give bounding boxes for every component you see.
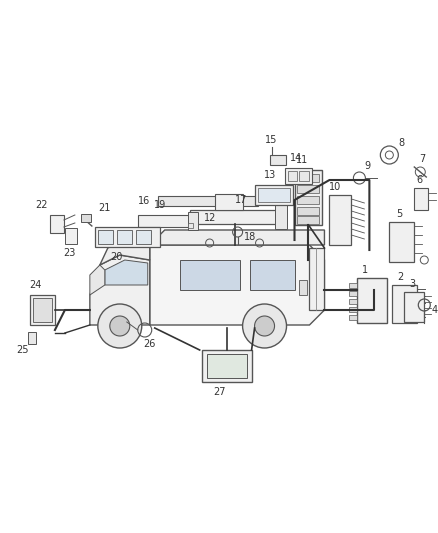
Bar [136, 230, 151, 244]
Bar [300, 280, 307, 295]
Text: 15: 15 [265, 135, 278, 145]
Text: 25: 25 [17, 345, 29, 355]
Bar [350, 283, 357, 288]
Bar [95, 227, 160, 247]
Bar [297, 174, 319, 182]
Bar [28, 332, 36, 344]
Bar [300, 171, 310, 181]
Text: 4: 4 [431, 305, 437, 315]
Text: 10: 10 [329, 182, 342, 192]
Bar [350, 291, 357, 296]
Text: 17: 17 [235, 195, 248, 205]
Bar [30, 295, 55, 325]
Polygon shape [150, 245, 325, 325]
Text: 20: 20 [111, 252, 123, 262]
Bar [254, 185, 293, 205]
Bar [350, 315, 357, 320]
Bar [414, 188, 428, 210]
Text: 23: 23 [64, 248, 76, 258]
Bar [404, 292, 424, 322]
Bar [297, 216, 319, 224]
Text: 9: 9 [364, 161, 371, 171]
Bar [285, 168, 312, 184]
Bar [297, 207, 319, 215]
Bar [392, 285, 417, 323]
Text: 1: 1 [362, 265, 368, 275]
Bar [158, 196, 258, 206]
Polygon shape [90, 265, 105, 295]
Bar [297, 185, 319, 193]
Polygon shape [100, 238, 150, 265]
Bar [329, 195, 351, 245]
Bar [389, 222, 414, 262]
Bar [81, 214, 91, 222]
Text: 18: 18 [244, 232, 256, 242]
Text: 16: 16 [138, 196, 150, 206]
Text: 3: 3 [409, 279, 415, 289]
Bar [357, 278, 387, 323]
Text: 22: 22 [35, 200, 48, 210]
Bar [269, 155, 286, 165]
Bar [65, 228, 77, 244]
Polygon shape [150, 230, 325, 245]
Text: 12: 12 [204, 213, 216, 223]
Bar [117, 230, 132, 244]
Polygon shape [105, 260, 148, 285]
Bar [207, 354, 247, 378]
Bar [98, 230, 113, 244]
Text: 26: 26 [144, 339, 156, 349]
Bar [250, 260, 294, 290]
Circle shape [243, 304, 286, 348]
Bar [33, 298, 52, 322]
Text: 11: 11 [297, 155, 309, 165]
Bar [180, 260, 240, 290]
Polygon shape [90, 255, 150, 325]
Bar [190, 210, 279, 224]
Bar [138, 215, 193, 227]
Text: 8: 8 [398, 138, 404, 148]
Bar [258, 188, 290, 202]
Text: 2: 2 [397, 272, 403, 282]
Bar [50, 215, 64, 233]
Text: 13: 13 [265, 170, 277, 180]
Circle shape [254, 316, 275, 336]
Text: 19: 19 [154, 200, 166, 210]
Bar [201, 350, 251, 382]
Text: 21: 21 [99, 203, 111, 213]
Bar [275, 205, 286, 229]
Text: 6: 6 [416, 175, 422, 185]
Text: 27: 27 [213, 387, 226, 397]
Circle shape [110, 316, 130, 336]
Bar [188, 212, 198, 230]
Text: 14: 14 [290, 153, 303, 163]
Bar [215, 194, 243, 210]
Bar [350, 307, 357, 312]
Bar [297, 196, 319, 204]
Text: 7: 7 [419, 154, 425, 164]
Text: 5: 5 [396, 209, 403, 219]
Bar [188, 223, 193, 228]
Bar [310, 248, 325, 310]
Bar [294, 170, 322, 225]
Circle shape [98, 304, 142, 348]
Text: 24: 24 [29, 280, 41, 290]
Bar [287, 171, 297, 181]
Bar [350, 299, 357, 304]
